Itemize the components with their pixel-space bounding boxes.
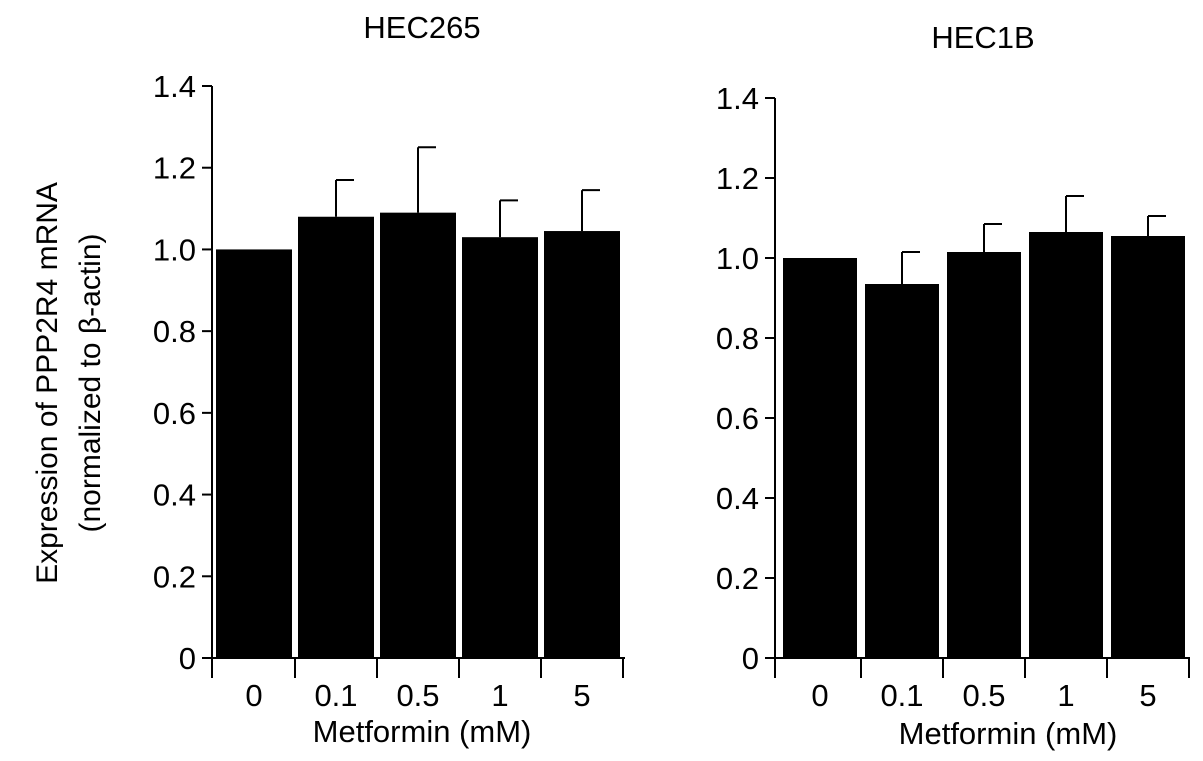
x-tick-label: 0 xyxy=(245,678,262,713)
x-tick-label: 0.1 xyxy=(880,678,923,713)
y-tick-label: 1.4 xyxy=(716,81,759,116)
bar xyxy=(783,258,857,658)
x-tick-label: 5 xyxy=(1139,678,1156,713)
y-tick-label: 0.2 xyxy=(716,561,759,596)
x-axis-label: Metformin (mM) xyxy=(899,716,1118,751)
y-tick-label: 1.4 xyxy=(153,69,196,104)
y-tick-label: 0.6 xyxy=(716,401,759,436)
chart-title: HEC265 xyxy=(363,10,480,45)
x-tick-label: 0.1 xyxy=(314,678,357,713)
bar xyxy=(216,249,292,658)
y-tick-label: 0.2 xyxy=(153,559,196,594)
chart-title: HEC1B xyxy=(931,20,1034,55)
y-tick-label: 0.6 xyxy=(153,396,196,431)
y-tick-label: 0.4 xyxy=(716,481,759,516)
bar xyxy=(1111,236,1185,658)
x-tick-label: 5 xyxy=(573,678,590,713)
y-axis-label-line1: Expression of PPP2R4 mRNA xyxy=(31,182,64,584)
x-tick-label: 1 xyxy=(1057,678,1074,713)
x-tick-label: 0 xyxy=(811,678,828,713)
bar xyxy=(947,252,1021,658)
y-tick-label: 0.4 xyxy=(153,478,196,513)
x-axis-label: Metformin (mM) xyxy=(313,714,532,749)
x-tick-label: 0.5 xyxy=(396,678,439,713)
y-tick-label: 1.0 xyxy=(153,232,196,267)
bar xyxy=(865,284,939,658)
y-tick-label: 0.8 xyxy=(153,314,196,349)
panel-hec1b: HEC1B 0 0.2 0.4 0.6 0.8 1.0 1.2 1.4 0 0.1 0.5 1 5 Metf… xyxy=(716,20,1190,751)
y-tick-label: 0.8 xyxy=(716,321,759,356)
x-tick-label: 0.5 xyxy=(962,678,1005,713)
bar xyxy=(1029,232,1103,658)
bar xyxy=(462,237,538,658)
panel-hec265: HEC265 0 0.2 0.4 0.6 0.8 1.0 1.2 1.4 0 0.1 0.5 1 5 Met… xyxy=(153,10,625,749)
y-tick-label: 0 xyxy=(179,641,196,676)
y-tick-label: 1.2 xyxy=(716,161,759,196)
y-tick-label: 1.2 xyxy=(153,151,196,186)
y-tick-label: 1.0 xyxy=(716,241,759,276)
x-tick-label: 1 xyxy=(491,678,508,713)
bar xyxy=(544,231,620,659)
y-axis-label-line2: (normalized to β-actin) xyxy=(74,233,107,532)
y-tick-label: 0 xyxy=(742,641,759,676)
bar xyxy=(298,216,374,658)
bar xyxy=(380,212,456,658)
